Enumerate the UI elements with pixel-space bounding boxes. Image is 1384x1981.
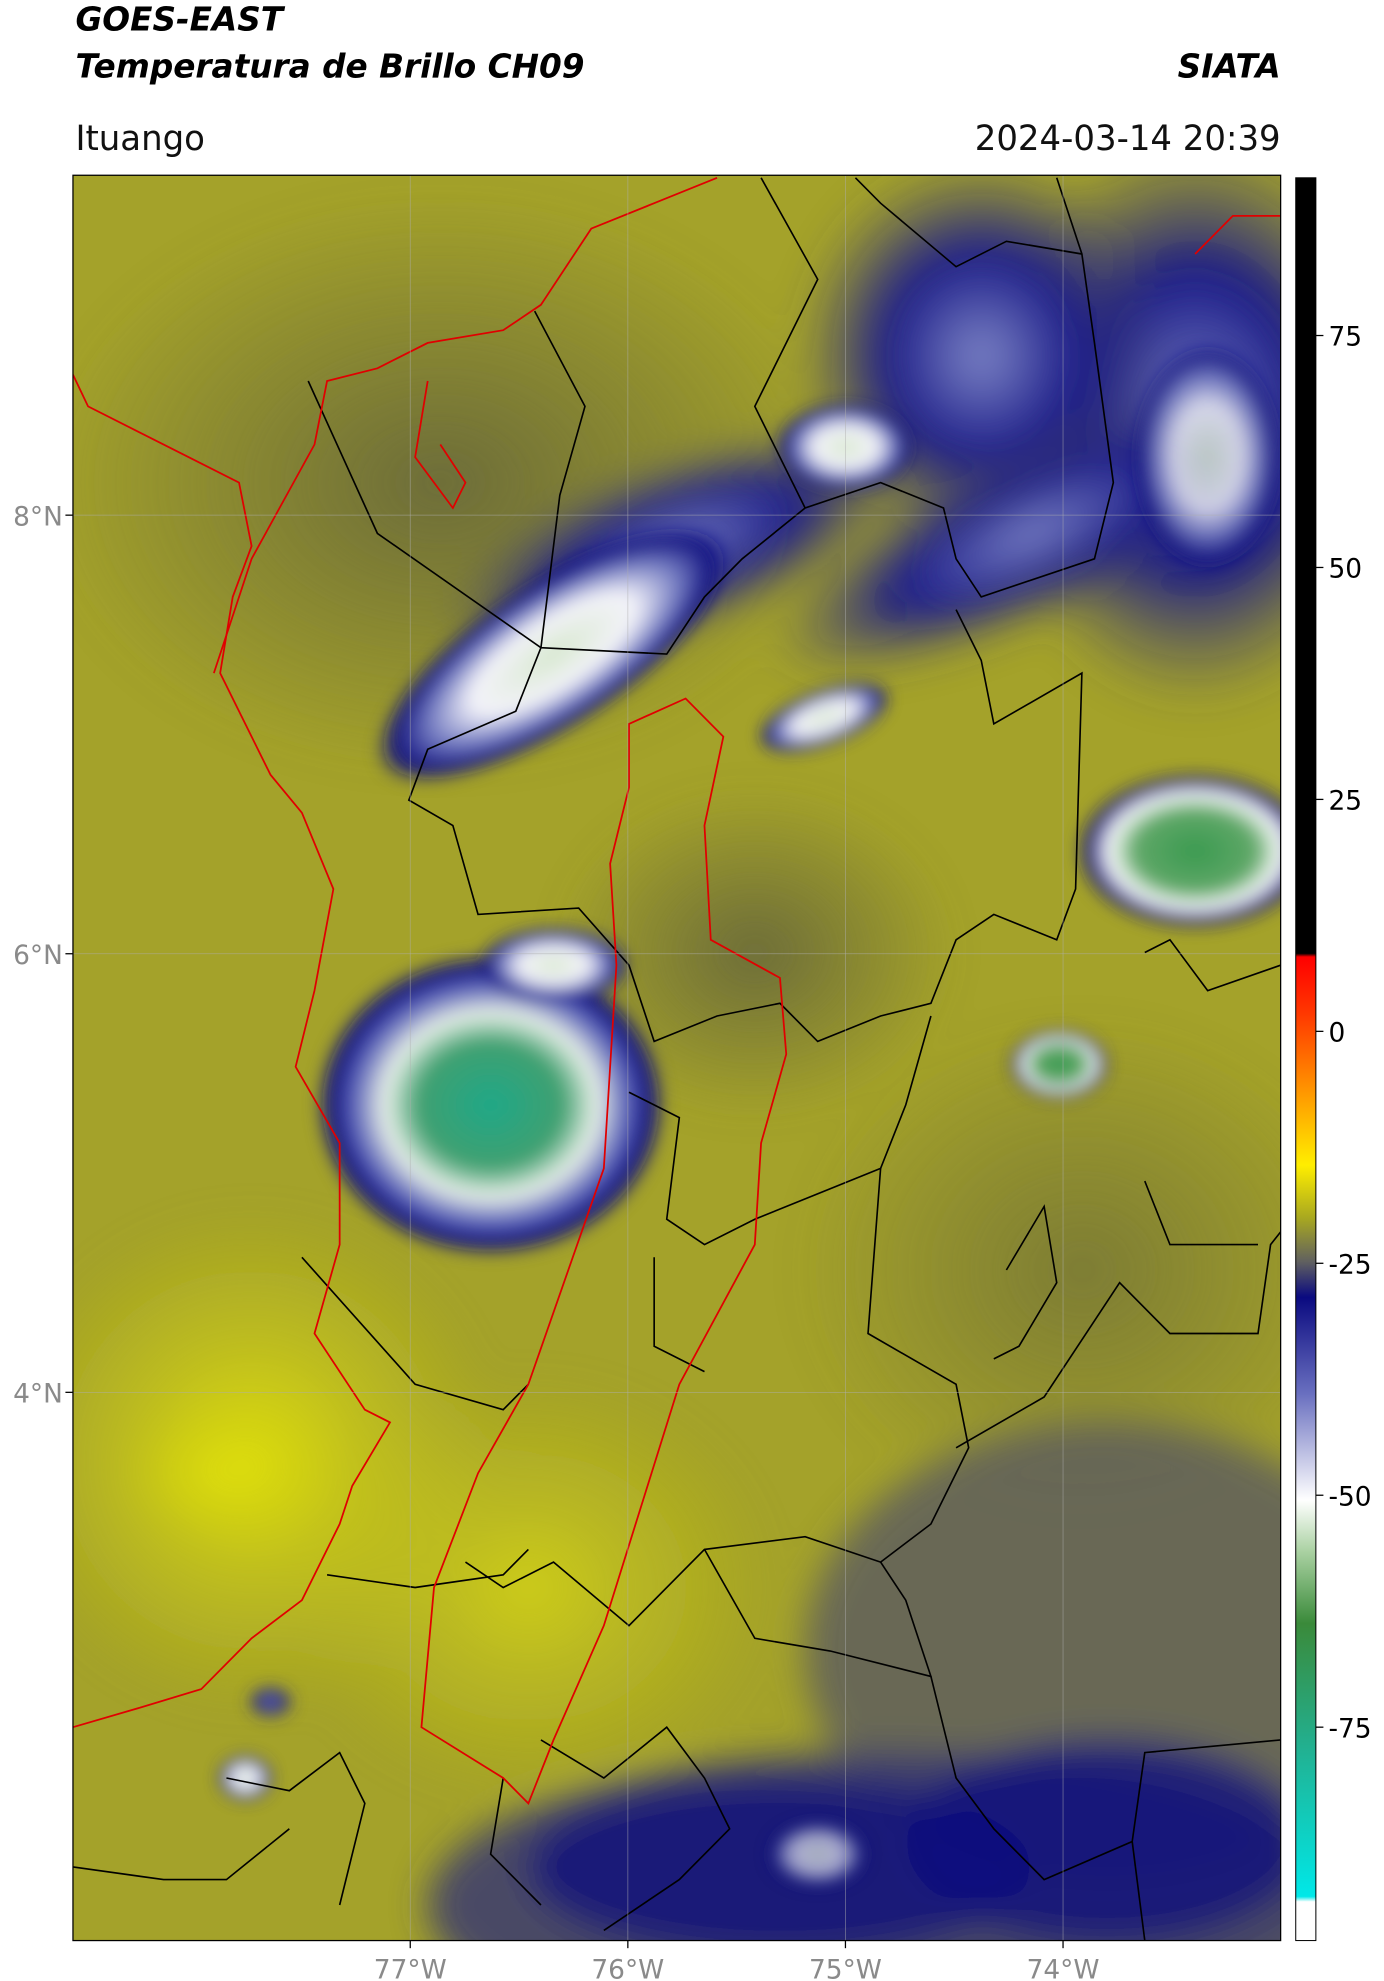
- grid: [72, 175, 1281, 1941]
- colorbar-tick-label: -75: [1328, 1713, 1371, 1744]
- colorbar-tick-label: -25: [1328, 1249, 1371, 1280]
- map-frame: [72, 174, 1282, 1942]
- title: GOES-EAST: [75, 0, 285, 39]
- colorbar-tick-label: 75: [1328, 322, 1362, 353]
- country-borders: [72, 176, 1281, 1805]
- colorbar: [1295, 177, 1317, 1942]
- location: Ituango: [75, 119, 204, 159]
- map-field: [72, 175, 1281, 1941]
- y-tick-label: 6°N: [13, 940, 63, 971]
- x-tick-label: 75°W: [809, 1955, 882, 1981]
- x-tick-label: 77°W: [374, 1955, 447, 1981]
- colorbar-tick-label: -50: [1328, 1481, 1371, 1512]
- axes: 77°W 76°W 75°W 74°W 4°N 6°N 8°N 75 50 25 0 -25 -50 -7…: [13, 322, 1371, 1981]
- timestamp: 2024-03-14 20:39: [975, 119, 1281, 159]
- source: SIATA: [1178, 46, 1281, 85]
- cloud-tops: [217, 342, 1281, 1888]
- colorbar-tick-label: 25: [1328, 785, 1362, 816]
- colorbar-tick-label: 50: [1328, 554, 1362, 585]
- colorbar-tick-label: 0: [1328, 1017, 1345, 1048]
- x-tick-label: 74°W: [1027, 1955, 1100, 1981]
- admin-borders: [72, 177, 1281, 1941]
- subtitle: Temperatura de Brillo CH09: [75, 46, 584, 85]
- y-tick-label: 8°N: [13, 501, 63, 532]
- x-tick-label: 76°W: [591, 1955, 664, 1981]
- y-tick-label: 4°N: [13, 1378, 63, 1409]
